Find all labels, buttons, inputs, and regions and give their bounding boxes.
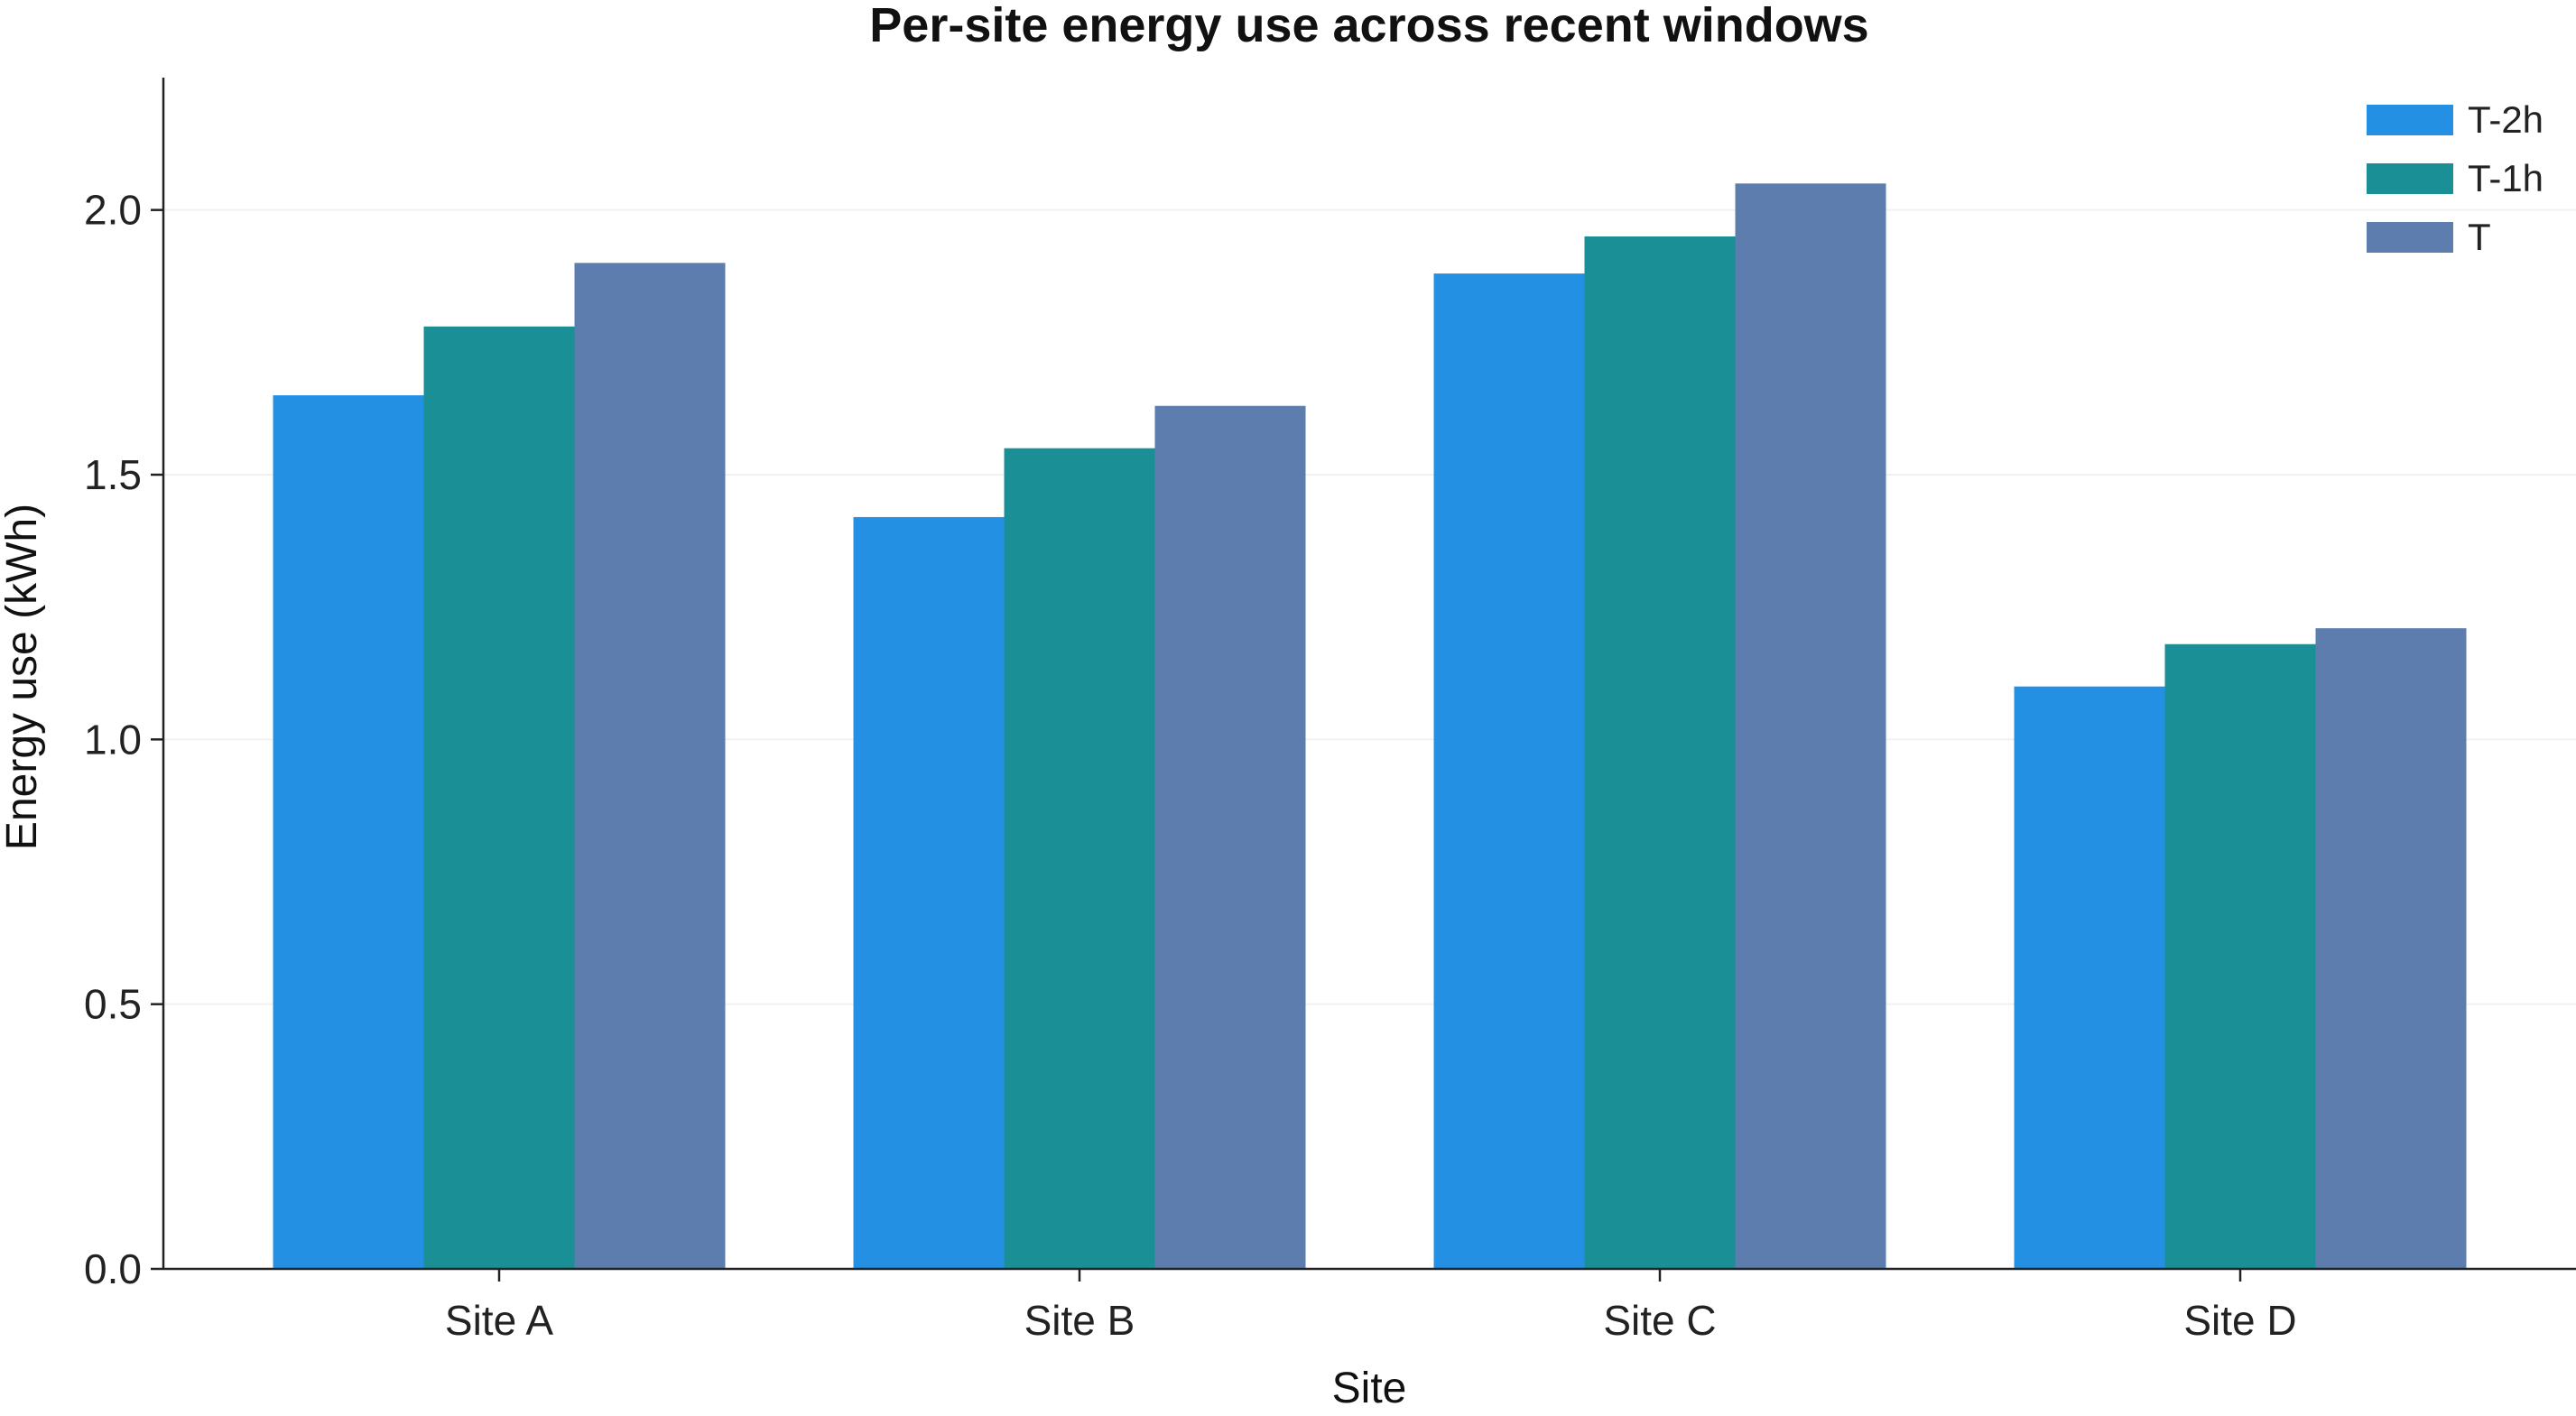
legend-swatch — [2367, 222, 2453, 253]
legend-label: T-2h — [2468, 98, 2544, 141]
legend-swatch — [2367, 163, 2453, 194]
legend-label: T — [2468, 216, 2491, 258]
y-axis-ticks: 0.0 0.5 1.0 1.5 2.0 — [84, 187, 163, 1292]
bar-site-b-t — [1154, 405, 1306, 1269]
y-tick-label: 1.0 — [84, 716, 142, 763]
legend-label: T-1h — [2468, 157, 2544, 199]
chart-title: Per-site energy use across recent window… — [869, 0, 1868, 52]
bar-site-d-t-2h — [2014, 686, 2165, 1269]
x-tick-label: Site D — [2183, 1297, 2296, 1344]
bar-site-d-t — [2315, 628, 2467, 1269]
bar-site-c-t-1h — [1584, 236, 1736, 1269]
bar-site-c-t-2h — [1433, 273, 1585, 1270]
legend: T-2h T-1h T — [2367, 98, 2544, 258]
bar-site-d-t-1h — [2164, 643, 2316, 1269]
x-tick-label: Site A — [445, 1297, 554, 1344]
bar-site-a-t-2h — [273, 395, 424, 1269]
bar-site-c-t — [1735, 183, 1886, 1269]
bars — [273, 183, 2467, 1270]
x-axis-ticks: Site A Site B Site C Site D — [445, 1269, 2297, 1344]
y-axis-label: Energy use (kWh) — [0, 504, 46, 850]
y-tick-label: 0.0 — [84, 1245, 142, 1292]
y-tick-label: 2.0 — [84, 187, 142, 234]
bar-site-b-t-1h — [1004, 448, 1155, 1270]
x-tick-label: Site B — [1024, 1297, 1135, 1344]
y-tick-label: 0.5 — [84, 981, 142, 1028]
bar-site-a-t — [574, 263, 726, 1269]
y-tick-label: 1.5 — [84, 451, 142, 498]
bar-site-b-t-2h — [853, 516, 1005, 1269]
x-tick-label: Site C — [1603, 1297, 1716, 1344]
legend-swatch — [2367, 105, 2453, 135]
bar-site-a-t-1h — [423, 326, 575, 1269]
x-axis-label: Site — [1332, 1365, 1407, 1412]
